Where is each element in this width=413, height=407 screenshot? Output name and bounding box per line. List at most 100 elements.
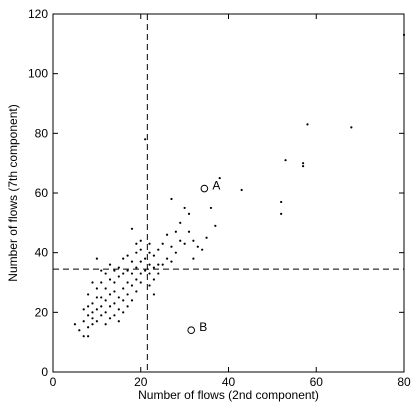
scatter-point (402, 33, 406, 36)
highlighted-points: AB (187, 179, 220, 335)
scatter-point (183, 242, 186, 245)
x-tick-label: 0 (50, 375, 57, 389)
scatter-point (214, 224, 217, 227)
scatter-point (187, 230, 191, 233)
y-tick-label: 120 (28, 7, 48, 21)
y-tick-label: 80 (35, 126, 49, 140)
scatter-point (104, 299, 107, 302)
point-label-a: A (212, 179, 220, 193)
scatter-point (144, 138, 147, 141)
scatter-point (187, 212, 191, 215)
scatter-point (73, 323, 77, 326)
scatter-point (174, 230, 177, 233)
y-axis-title: Number of flows (7th component) (6, 104, 20, 281)
scatter-point (192, 257, 195, 260)
scatter-point (113, 302, 116, 305)
scatter-point (130, 299, 134, 302)
scatter-point (280, 200, 283, 204)
scatter-point (126, 305, 129, 308)
scatter-point (113, 269, 116, 272)
scatter-point (87, 314, 90, 317)
scatter-point (104, 272, 107, 275)
scatter-point (152, 293, 156, 296)
y-tick-label: 40 (35, 246, 49, 260)
scatter-point (108, 278, 112, 281)
scatter-point (157, 263, 160, 266)
scatter-point (135, 242, 138, 245)
scatter-point (95, 257, 98, 260)
scatter-point (148, 251, 151, 254)
scatter-point (108, 293, 112, 296)
scatter-point (117, 320, 120, 323)
scatter-point (108, 263, 112, 266)
scatter-point (284, 159, 287, 162)
scatter-point (165, 257, 169, 260)
scatter-point (139, 239, 142, 242)
scatter-point (113, 314, 116, 317)
scatter-point (87, 335, 90, 338)
scatter-point (95, 308, 98, 311)
scatter-point (148, 272, 151, 275)
scatter-point (100, 305, 103, 308)
scatter-point (209, 206, 213, 210)
scatter-point (165, 233, 169, 236)
scatter-point (122, 299, 125, 302)
scatter-point (130, 227, 134, 230)
scatter-point (82, 308, 85, 311)
y-tick-label: 0 (41, 365, 48, 379)
scatter-point (95, 320, 98, 323)
scatter-point (179, 221, 182, 224)
highlighted-point-a (200, 184, 209, 193)
scatter-point (100, 269, 103, 272)
y-tick-label: 20 (35, 305, 49, 319)
scatter-point (144, 257, 147, 260)
scatter-point (117, 296, 120, 299)
scatter-point (179, 239, 182, 242)
scatter-point (126, 281, 129, 284)
scatter-point (152, 254, 156, 257)
data-points (73, 33, 406, 338)
scatter-point (196, 245, 199, 248)
scatter-point (157, 248, 160, 251)
x-tick-label: 40 (222, 375, 236, 389)
plot-frame (52, 13, 405, 373)
scatter-point (144, 269, 147, 272)
x-tick-label: 60 (310, 375, 324, 389)
scatter-point (78, 329, 81, 332)
scatter-point (130, 260, 134, 263)
scatter-point (82, 335, 85, 338)
scatter-point (148, 242, 151, 245)
scatter-point (87, 293, 90, 296)
scatter-point (95, 296, 98, 299)
scatter-point (91, 302, 94, 305)
scatter-point (122, 257, 125, 260)
scatter-point (135, 266, 138, 269)
y-tick-label: 60 (35, 186, 49, 200)
scatter-point (108, 305, 112, 308)
scatter-point (183, 206, 186, 210)
scatter-point (126, 269, 129, 272)
scatter-point (130, 284, 134, 287)
scatter-point (122, 287, 125, 290)
highlighted-point-b (187, 326, 196, 335)
y-tick-label: 100 (28, 67, 48, 81)
point-label-b: B (199, 320, 207, 334)
scatter-point (91, 317, 94, 320)
scatter-point (91, 311, 94, 314)
scatter-point (301, 162, 305, 165)
scatter-point (117, 308, 120, 311)
reference-lines (53, 14, 404, 372)
plot-border (52, 13, 405, 373)
scatter-point (240, 188, 243, 192)
scatter-point (139, 248, 142, 251)
x-axis-title: Number of flows (2nd component) (138, 388, 319, 402)
scatter-point (104, 287, 107, 290)
scatter-point (139, 260, 142, 263)
scatter-point (87, 326, 90, 329)
scatter-point (280, 212, 283, 215)
scatter-point (139, 272, 142, 275)
scatter-point (161, 242, 164, 245)
scatter-point (100, 296, 103, 299)
scatter-point (301, 165, 305, 168)
